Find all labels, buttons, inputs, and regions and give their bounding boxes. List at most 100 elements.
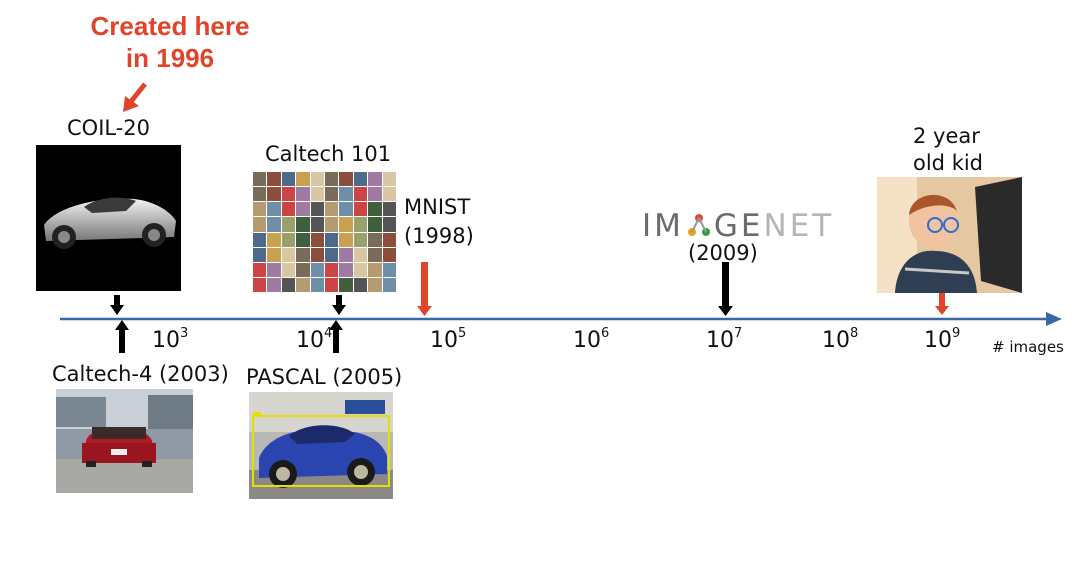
mosaic-thumbnail (368, 172, 382, 187)
tick-exponent: 7 (734, 326, 743, 341)
mosaic-thumbnail (267, 172, 281, 187)
mosaic-thumbnail (382, 172, 396, 187)
mosaic-thumbnail (353, 172, 368, 187)
mosaic-thumbnail (353, 202, 368, 217)
mosaic-thumbnail (382, 187, 396, 202)
mosaic-thumbnail (310, 202, 324, 217)
mosaic-thumbnail (281, 172, 296, 187)
car-silhouette-icon (44, 197, 176, 249)
mosaic-thumbnail (310, 232, 324, 247)
mosaic-thumbnail (310, 172, 324, 187)
tick-base: 10 (706, 328, 734, 353)
caltech-4-marker (115, 320, 129, 353)
caltech-4-label: Caltech-4 (2003) (52, 362, 229, 386)
mosaic-thumbnail (368, 217, 382, 232)
mosaic-thumbnail (267, 232, 281, 247)
note-line-1: Created here (90, 11, 250, 41)
mosaic-thumbnail (368, 202, 382, 217)
mosaic-thumbnail (382, 217, 396, 232)
imagenet-marker (718, 262, 733, 316)
mosaic-thumbnail (310, 217, 324, 232)
mosaic-thumbnail (281, 202, 296, 217)
mosaic-thumbnail (296, 247, 310, 262)
kid-label-line-1: 2 year (913, 124, 980, 148)
caltech-101-mosaic (253, 172, 396, 292)
axis-tick-label: 109 (924, 326, 960, 353)
mosaic-thumbnail (368, 187, 382, 202)
axis-tick-label: 105 (430, 326, 466, 353)
mosaic-thumbnail (253, 172, 267, 187)
tick-exponent: 8 (850, 326, 859, 341)
mosaic-thumbnail (267, 262, 281, 277)
axis-tick-label: 106 (573, 326, 609, 353)
mosaic-thumbnail (324, 217, 339, 232)
caltech-101-label: Caltech 101 (265, 142, 392, 166)
pascal-label: PASCAL (2005) (246, 365, 403, 389)
mosaic-thumbnail (296, 187, 310, 202)
mosaic-thumbnail (339, 217, 353, 232)
mosaic-thumbnail (253, 202, 267, 217)
mosaic-thumbnail (324, 172, 339, 187)
imagenet-logo: IM GENET (642, 208, 834, 244)
coil-20-marker (110, 295, 124, 315)
tick-exponent: 3 (180, 326, 189, 341)
tick-exponent: 4 (324, 326, 333, 341)
mosaic-thumbnail (324, 232, 339, 247)
mosaic-thumbnail (310, 187, 324, 202)
imagenet-logo-part-1: IM (642, 208, 684, 244)
mosaic-thumbnail (368, 247, 382, 262)
mosaic-thumbnail (253, 277, 267, 292)
kid-photo (877, 177, 1022, 293)
coil-20-image (36, 145, 181, 291)
mosaic-thumbnail (253, 262, 267, 277)
axis-tick-label: 108 (822, 326, 858, 353)
tick-exponent: 6 (601, 326, 610, 341)
mosaic-thumbnail (339, 247, 353, 262)
mosaic-thumbnail (339, 262, 353, 277)
mosaic-thumbnail (281, 277, 296, 292)
note-line-2: in 1996 (125, 43, 215, 73)
mosaic-thumbnail (253, 232, 267, 247)
mosaic-thumbnail (382, 277, 396, 292)
coil-20-label: COIL-20 (67, 116, 151, 140)
tick-base: 10 (573, 328, 601, 353)
mosaic-thumbnail (382, 247, 396, 262)
mosaic-thumbnail (353, 217, 368, 232)
mosaic-thumbnail (353, 187, 368, 202)
mosaic-thumbnail (339, 187, 353, 202)
mnist-name: MNIST (404, 195, 471, 219)
mosaic-thumbnail (324, 187, 339, 202)
axis-unit-label: # images (992, 338, 1064, 356)
kid-label: 2 year old kid (913, 124, 983, 176)
mosaic-thumbnail (296, 232, 310, 247)
imagenet-logo-part-3: NET (763, 208, 835, 244)
mosaic-thumbnail (324, 247, 339, 262)
mosaic-thumbnail (324, 262, 339, 277)
mosaic-thumbnail (310, 262, 324, 277)
mosaic-thumbnail (339, 232, 353, 247)
tick-base: 10 (152, 328, 180, 353)
tick-exponent: 5 (458, 326, 467, 341)
imagenet-year: (2009) (688, 241, 758, 265)
mosaic-thumbnail (296, 277, 310, 292)
mosaic-thumbnail (353, 277, 368, 292)
mnist-year: (1998) (404, 224, 474, 249)
mosaic-thumbnail (353, 232, 368, 247)
mosaic-thumbnail (382, 202, 396, 217)
pascal-marker (329, 320, 343, 353)
mosaic-thumbnail (281, 247, 296, 262)
mosaic-thumbnail (296, 217, 310, 232)
axis-tick-label: 107 (706, 326, 742, 353)
mosaic-thumbnail (253, 247, 267, 262)
axis-tick-label: 104 (296, 326, 332, 353)
tick-exponent: 9 (952, 326, 961, 341)
mosaic-thumbnail (296, 172, 310, 187)
mosaic-thumbnail (267, 187, 281, 202)
mosaic-thumbnail (281, 262, 296, 277)
pascal-image (249, 392, 393, 499)
axis-tick-label: 103 (152, 326, 188, 353)
imagenet-logo-part-2: GE (713, 208, 764, 244)
mosaic-thumbnail (253, 187, 267, 202)
mosaic-thumbnail (324, 202, 339, 217)
